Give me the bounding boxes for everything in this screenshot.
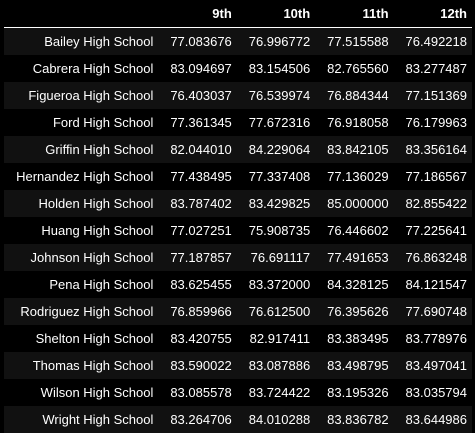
score-cell: 76.884344 bbox=[327, 87, 389, 103]
score-cell: 83.372000 bbox=[248, 276, 311, 292]
score-cell: 83.154506 bbox=[248, 60, 311, 76]
table-row: Cabrera High School 83.094697 83.154506 82.… bbox=[4, 54, 472, 82]
row-header-school: Cabrera High School bbox=[32, 60, 154, 76]
column-header-10th: 10th bbox=[236, 0, 316, 28]
score-cell: 83.724422 bbox=[248, 384, 311, 400]
table-body: Bailey High School 77.083676 76.996772 77.5… bbox=[4, 27, 472, 433]
score-cell: 83.420755 bbox=[170, 330, 232, 346]
score-cell: 76.539974 bbox=[248, 87, 311, 103]
score-cell: 77.186567 bbox=[405, 168, 467, 184]
row-header-school: Thomas High School bbox=[32, 357, 154, 373]
score-cell: 75.908735 bbox=[248, 222, 311, 238]
score-cell: 77.136029 bbox=[327, 168, 389, 184]
score-cell: 83.429825 bbox=[248, 195, 311, 211]
row-header-school: Griffin High School bbox=[45, 141, 154, 157]
score-cell: 83.625455 bbox=[170, 276, 232, 292]
score-cell: 83.195326 bbox=[327, 384, 389, 400]
score-cell: 83.590022 bbox=[170, 357, 232, 373]
score-cell: 84.229064 bbox=[248, 141, 311, 157]
table-row: Griffin High School 82.044010 84.229064 83.… bbox=[4, 135, 472, 163]
score-cell: 76.691117 bbox=[250, 249, 311, 265]
table-row: Rodriguez High School 76.859966 76.612500 7… bbox=[4, 297, 472, 325]
column-header-11th: 11th bbox=[315, 0, 394, 28]
row-header-school: Ford High School bbox=[52, 114, 154, 130]
score-cell: 77.027251 bbox=[170, 222, 232, 238]
score-cell: 84.328125 bbox=[327, 276, 389, 292]
score-cell: 76.859966 bbox=[170, 303, 232, 319]
score-cell: 76.446602 bbox=[327, 222, 389, 238]
score-cell: 76.863248 bbox=[405, 249, 467, 265]
column-header-12th: 12th bbox=[393, 0, 472, 28]
table-row: Wright High School 83.264706 84.010288 83.8… bbox=[4, 405, 472, 433]
score-cell: 76.492218 bbox=[405, 33, 467, 49]
score-cell: 77.491653 bbox=[327, 249, 389, 265]
score-cell: 84.010288 bbox=[248, 411, 311, 427]
header-row: 9th 10th 11th 12th bbox=[4, 0, 472, 28]
score-cell: 77.225641 bbox=[405, 222, 467, 238]
score-cell: 83.498795 bbox=[327, 357, 389, 373]
score-cell: 83.356164 bbox=[405, 141, 467, 157]
score-cell: 77.083676 bbox=[170, 33, 232, 49]
score-cell: 76.395626 bbox=[327, 303, 389, 319]
row-header-school: Bailey High School bbox=[44, 33, 154, 49]
score-cell: 76.918058 bbox=[327, 114, 389, 130]
score-cell: 83.035794 bbox=[405, 384, 467, 400]
row-header-school: Wilson High School bbox=[40, 384, 154, 400]
score-cell: 83.778976 bbox=[405, 330, 467, 346]
score-cell: 83.094697 bbox=[170, 60, 232, 76]
score-cell: 77.361345 bbox=[170, 114, 232, 130]
score-cell: 82.917411 bbox=[249, 330, 311, 346]
score-cell: 76.996772 bbox=[248, 33, 311, 49]
table-row: Holden High School 83.787402 83.429825 85.0… bbox=[4, 189, 472, 217]
score-cell: 83.836782 bbox=[327, 411, 389, 427]
score-cell: 83.842105 bbox=[327, 141, 389, 157]
score-cell: 82.044010 bbox=[170, 141, 232, 157]
score-cell: 77.187857 bbox=[170, 249, 232, 265]
table-row: Pena High School 83.625455 83.372000 84.328… bbox=[4, 270, 472, 298]
score-cell: 85.000000 bbox=[327, 195, 389, 211]
grade-score-table: 9th 10th 11th 12th Bailey High School 77.… bbox=[4, 0, 472, 433]
score-cell: 77.438495 bbox=[170, 168, 232, 184]
score-cell: 77.515588 bbox=[327, 33, 389, 49]
row-header-school: Holden High School bbox=[38, 195, 154, 211]
score-cell: 83.644986 bbox=[405, 411, 467, 427]
table-row: Ford High School 77.361345 77.672316 76.918… bbox=[4, 108, 472, 136]
table-row: Shelton High School 83.420755 82.917411 83.… bbox=[4, 324, 472, 352]
score-cell: 77.690748 bbox=[405, 303, 467, 319]
score-cell: 76.403037 bbox=[170, 87, 232, 103]
row-header-school: Figueroa High School bbox=[28, 87, 154, 103]
row-header-school: Hernandez High School bbox=[16, 168, 154, 184]
score-cell: 77.672316 bbox=[248, 114, 311, 130]
column-header-9th: 9th bbox=[158, 0, 237, 28]
score-cell: 83.085578 bbox=[170, 384, 232, 400]
row-header-school: Shelton High School bbox=[35, 330, 154, 346]
table-row: Bailey High School 77.083676 76.996772 77.5… bbox=[4, 27, 472, 55]
table-row: Figueroa High School 76.403037 76.539974 76… bbox=[4, 81, 472, 109]
table-row: Wilson High School 83.085578 83.724422 83.1… bbox=[4, 378, 472, 406]
score-cell: 83.264706 bbox=[170, 411, 232, 427]
table-row: Thomas High School 83.590022 83.087886 83.4… bbox=[4, 351, 472, 379]
row-header-school: Huang High School bbox=[41, 222, 154, 238]
row-header-school: Rodriguez High School bbox=[20, 303, 154, 319]
score-cell: 83.383495 bbox=[327, 330, 389, 346]
score-cell: 83.497041 bbox=[405, 357, 467, 373]
score-cell: 84.121547 bbox=[405, 276, 467, 292]
table-header: 9th 10th 11th 12th bbox=[4, 0, 472, 28]
table-row: Hernandez High School 77.438495 77.337408 7… bbox=[4, 162, 472, 190]
score-cell: 76.612500 bbox=[248, 303, 311, 319]
row-header-school: Johnson High School bbox=[30, 249, 154, 265]
score-cell: 82.765560 bbox=[327, 60, 389, 76]
corner-cell bbox=[4, 0, 159, 28]
table-row: Huang High School 77.027251 75.908735 76.44… bbox=[4, 216, 472, 244]
table-row: Johnson High School 77.187857 76.691117 77.… bbox=[4, 243, 472, 271]
row-header-school: Wright High School bbox=[42, 411, 154, 427]
score-cell: 83.087886 bbox=[248, 357, 311, 373]
score-cell: 77.337408 bbox=[248, 168, 311, 184]
score-cell: 83.277487 bbox=[405, 60, 467, 76]
score-cell: 83.787402 bbox=[170, 195, 232, 211]
score-cell: 77.151369 bbox=[405, 87, 467, 103]
score-cell: 82.855422 bbox=[405, 195, 467, 211]
row-header-school: Pena High School bbox=[49, 276, 154, 292]
score-cell: 76.179963 bbox=[405, 114, 467, 130]
